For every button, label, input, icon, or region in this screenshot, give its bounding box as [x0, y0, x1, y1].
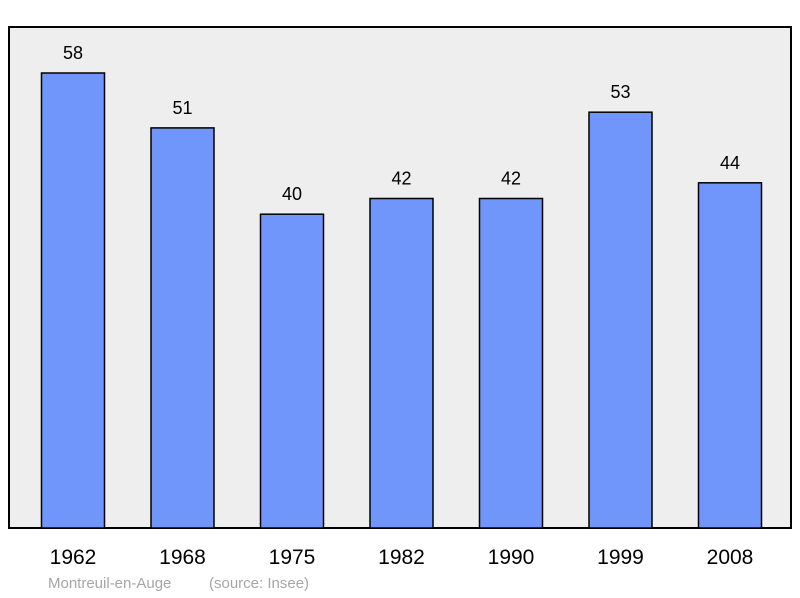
caption-source: (source: Insee)	[209, 575, 309, 592]
value-label-1990: 42	[501, 169, 521, 189]
value-label-2008: 44	[720, 153, 740, 173]
x-tick-label-1990: 1990	[488, 546, 535, 569]
bar-1990	[478, 197, 544, 529]
bar-1975	[259, 213, 325, 529]
x-tick-label-1968: 1968	[159, 546, 206, 569]
x-tick-label-1982: 1982	[378, 546, 425, 569]
x-tick-labels: 1962 1968 1975 1982 1990 1999 2008	[50, 546, 754, 569]
value-label-1999: 53	[610, 82, 630, 102]
bar-1982	[369, 197, 434, 529]
caption-place: Montreuil-en-Auge	[48, 575, 171, 592]
value-label-1982: 42	[391, 169, 411, 189]
bar-1962	[40, 72, 106, 529]
bar-1968	[150, 127, 215, 529]
x-tick-label-1962: 1962	[50, 546, 97, 569]
x-tick-label-1999: 1999	[597, 546, 644, 569]
value-labels-layer: 58 51 40 42 42 53 44	[63, 43, 740, 204]
value-label-1962: 58	[63, 43, 83, 63]
bar-2008	[697, 182, 763, 529]
value-label-1975: 40	[282, 184, 302, 204]
value-label-1968: 51	[172, 98, 192, 118]
bar-1999	[588, 111, 653, 529]
x-tick-label-1975: 1975	[269, 546, 316, 569]
x-tick-label-2008: 2008	[707, 546, 754, 569]
bars-layer	[40, 72, 763, 529]
